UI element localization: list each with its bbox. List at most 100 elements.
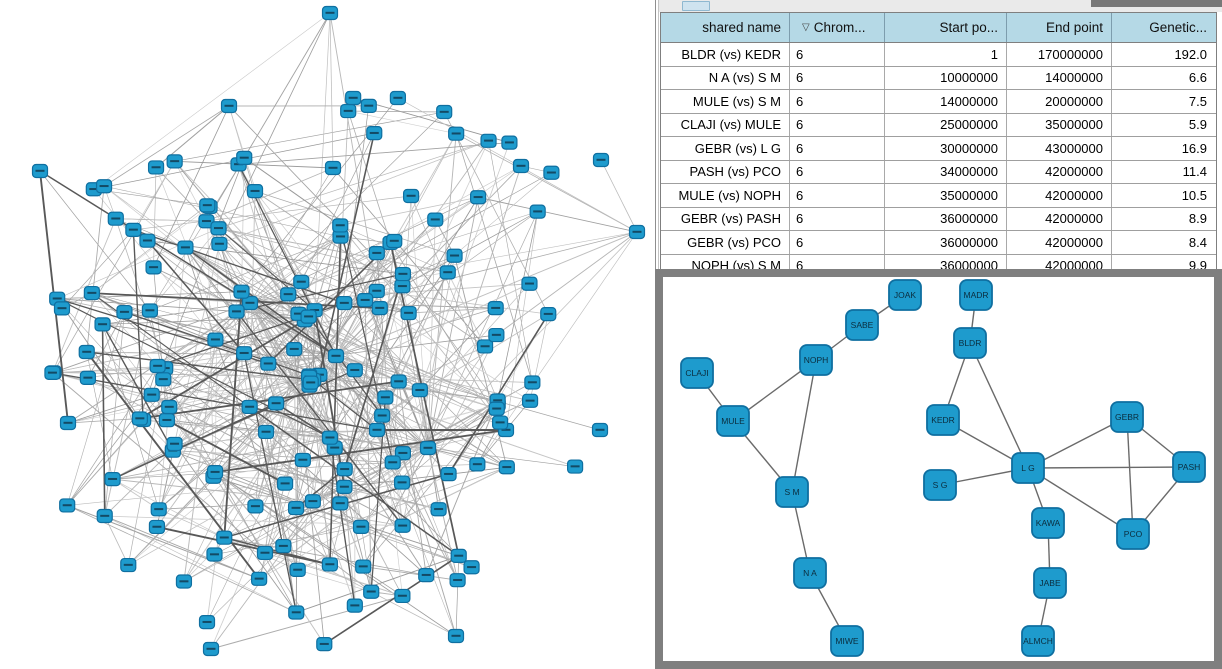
network-node-ALMCH[interactable]: ALMCH — [1021, 625, 1055, 657]
overview-network-node[interactable] — [216, 530, 233, 545]
overview-network-node[interactable] — [447, 628, 465, 644]
overview-network-node[interactable] — [251, 571, 268, 586]
overview-network-node[interactable] — [394, 279, 411, 294]
overview-network-node[interactable] — [521, 276, 538, 291]
network-node-PCO[interactable]: PCO — [1116, 518, 1150, 550]
overview-network-node[interactable] — [440, 467, 457, 482]
column-header-genetic[interactable]: Genetic... — [1149, 20, 1207, 35]
overview-network-node[interactable] — [286, 342, 303, 357]
overview-network-node[interactable] — [324, 160, 342, 176]
table-row[interactable]: GEBR (vs) PASH 6 36000000 42000000 8.9 — [661, 207, 1216, 231]
overview-network-node[interactable] — [44, 365, 61, 380]
overview-network-node[interactable] — [529, 204, 546, 219]
network-node-MIWE[interactable]: MIWE — [830, 625, 864, 657]
column-header-chromosome[interactable]: ▽ Chrom... — [790, 13, 885, 42]
overview-network-node[interactable] — [321, 430, 339, 445]
overview-network-node[interactable] — [148, 519, 166, 535]
overview-network-node[interactable] — [158, 413, 175, 428]
overview-network-node[interactable] — [592, 152, 610, 168]
overview-network-node[interactable] — [206, 465, 224, 480]
overview-network-node[interactable] — [246, 184, 264, 199]
overview-network-node[interactable] — [236, 150, 253, 165]
column-header-end-point[interactable]: End point — [1007, 13, 1112, 42]
overview-network-node[interactable] — [384, 455, 401, 470]
overview-network-node[interactable] — [120, 557, 137, 573]
overview-network-node[interactable] — [145, 260, 162, 275]
overview-network-node[interactable] — [175, 574, 193, 589]
network-node-SABE[interactable]: SABE — [845, 309, 879, 341]
network-node-PASH[interactable]: PASH — [1172, 451, 1206, 483]
table-scrollbar-thumb[interactable] — [682, 1, 710, 11]
overview-network-node[interactable] — [94, 317, 111, 332]
overview-network-node[interactable] — [116, 304, 133, 320]
overview-network-node[interactable] — [346, 363, 363, 378]
overview-network-node[interactable] — [166, 154, 183, 169]
overview-network-node[interactable] — [521, 393, 539, 408]
overview-network-node[interactable] — [393, 475, 411, 490]
overview-network-node[interactable] — [304, 494, 321, 509]
overview-network-node[interactable] — [543, 165, 560, 180]
overview-network-node[interactable] — [53, 301, 71, 316]
overview-network-node[interactable] — [366, 126, 383, 141]
overview-network-node[interactable] — [436, 104, 453, 120]
network-node-LG[interactable]: L G — [1011, 452, 1045, 484]
overview-network-node[interactable] — [131, 411, 148, 426]
table-row[interactable]: N A (vs) S M 6 10000000 14000000 6.6 — [661, 66, 1216, 90]
network-node-NOPH[interactable]: NOPH — [799, 344, 833, 376]
overview-network-node[interactable] — [336, 462, 353, 477]
overview-network-node[interactable] — [139, 233, 156, 248]
overview-network-node[interactable] — [220, 98, 238, 114]
overview-network-node[interactable] — [357, 293, 374, 308]
overview-network-node[interactable] — [79, 370, 97, 385]
overview-network-node[interactable] — [202, 641, 220, 657]
overview-network-node[interactable] — [268, 396, 285, 411]
overview-network-node[interactable] — [228, 304, 245, 319]
overview-network-node[interactable] — [448, 126, 465, 141]
network-node-JOAK[interactable]: JOAK — [888, 279, 922, 311]
table-row[interactable]: CLAJI (vs) MULE 6 25000000 35000000 5.9 — [661, 113, 1216, 137]
overview-network-node[interactable] — [463, 560, 480, 575]
overview-network-node[interactable] — [236, 346, 253, 361]
overview-network-node[interactable] — [470, 190, 487, 205]
overview-network-node[interactable] — [59, 415, 77, 431]
overview-network-node[interactable] — [368, 422, 386, 438]
overview-network-node[interactable] — [491, 415, 509, 430]
overview-network-node[interactable] — [400, 305, 417, 321]
overview-network-node[interactable] — [31, 163, 49, 179]
overview-network-node[interactable] — [386, 233, 403, 249]
overview-network-node[interactable] — [275, 538, 292, 554]
overview-network-node[interactable] — [332, 218, 349, 233]
overview-network-node[interactable] — [476, 339, 494, 354]
overview-network-node[interactable] — [501, 135, 518, 150]
overview-network-node[interactable] — [449, 573, 466, 588]
overview-network-node[interactable] — [280, 287, 297, 302]
overview-network-node[interactable] — [332, 496, 349, 511]
table-row[interactable]: MULE (vs) S M 6 14000000 20000000 7.5 — [661, 90, 1216, 114]
overview-network-node[interactable] — [368, 246, 385, 261]
network-node-SG[interactable]: S G — [923, 469, 957, 501]
overview-network-node[interactable] — [149, 358, 166, 374]
overview-network-node[interactable] — [198, 615, 216, 630]
overview-network-node[interactable] — [377, 390, 394, 405]
overview-network-node[interactable] — [287, 500, 305, 516]
overview-network-node[interactable] — [469, 457, 486, 472]
overview-network-node[interactable] — [389, 90, 407, 106]
overview-network-view[interactable] — [0, 0, 655, 669]
overview-network-node[interactable] — [374, 408, 391, 423]
overview-network-node[interactable] — [439, 265, 456, 280]
overview-network-node[interactable] — [59, 498, 76, 513]
overview-network-node[interactable] — [161, 399, 178, 415]
network-node-CLAJI[interactable]: CLAJI — [680, 357, 714, 389]
overview-network-node[interactable] — [336, 479, 353, 495]
overview-network-node[interactable] — [371, 300, 388, 316]
overview-network-node[interactable] — [498, 460, 515, 475]
overview-network-node[interactable] — [257, 424, 275, 440]
table-row[interactable]: GEBR (vs) L G 6 30000000 43000000 16.9 — [661, 137, 1216, 161]
overview-network-node[interactable] — [316, 637, 333, 652]
overview-network-node[interactable] — [104, 472, 121, 487]
overview-network-node[interactable] — [355, 559, 372, 574]
overview-network-node[interactable] — [345, 90, 362, 106]
overview-network-node[interactable] — [427, 212, 444, 227]
overview-network-node[interactable] — [524, 375, 541, 390]
column-header-start-position[interactable]: Start po... — [885, 13, 1007, 42]
